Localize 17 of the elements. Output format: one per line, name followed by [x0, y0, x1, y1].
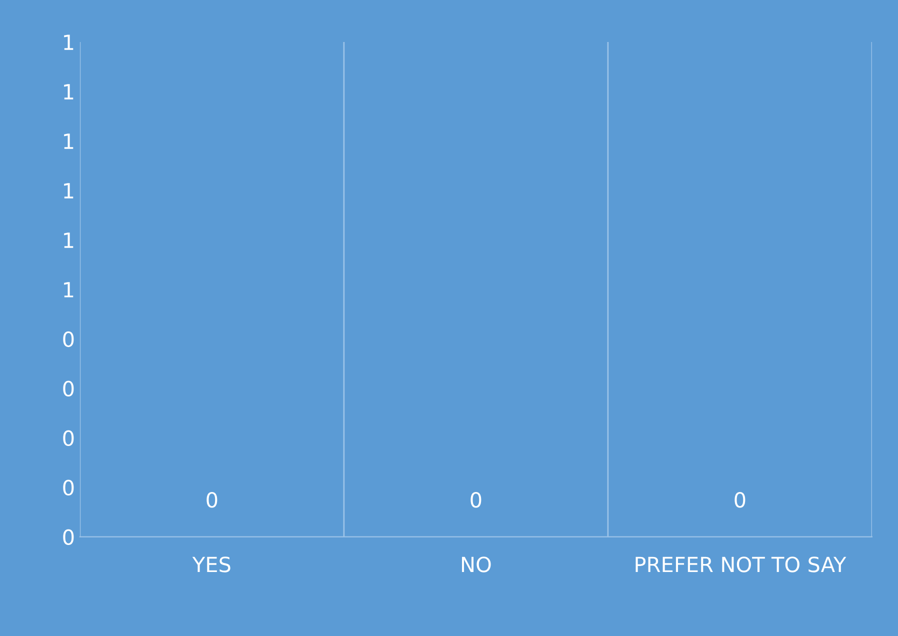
x-tick-label: PREFER NOT TO SAY [636, 556, 846, 572]
y-tick-label: 1 [64, 34, 74, 50]
y-tick-label: 1 [64, 232, 74, 248]
x-tick-label: NO [462, 556, 491, 572]
y-tick-label: 1 [64, 282, 74, 298]
data-label: 0 [734, 492, 746, 508]
y-tick-label: 1 [64, 84, 74, 100]
x-tick-label: YES [192, 556, 230, 572]
y-tick-label: 0 [63, 529, 74, 545]
y-tick-label: 1 [64, 183, 74, 198]
y-tick-label: 0 [63, 430, 74, 446]
data-label: 0 [470, 492, 482, 508]
y-tick-label: 0 [63, 331, 74, 348]
y-tick-label: 0 [63, 380, 74, 397]
y-tick-label: 1 [64, 134, 74, 149]
data-label: 0 [206, 492, 218, 508]
y-tick-label: 0 [63, 480, 74, 496]
